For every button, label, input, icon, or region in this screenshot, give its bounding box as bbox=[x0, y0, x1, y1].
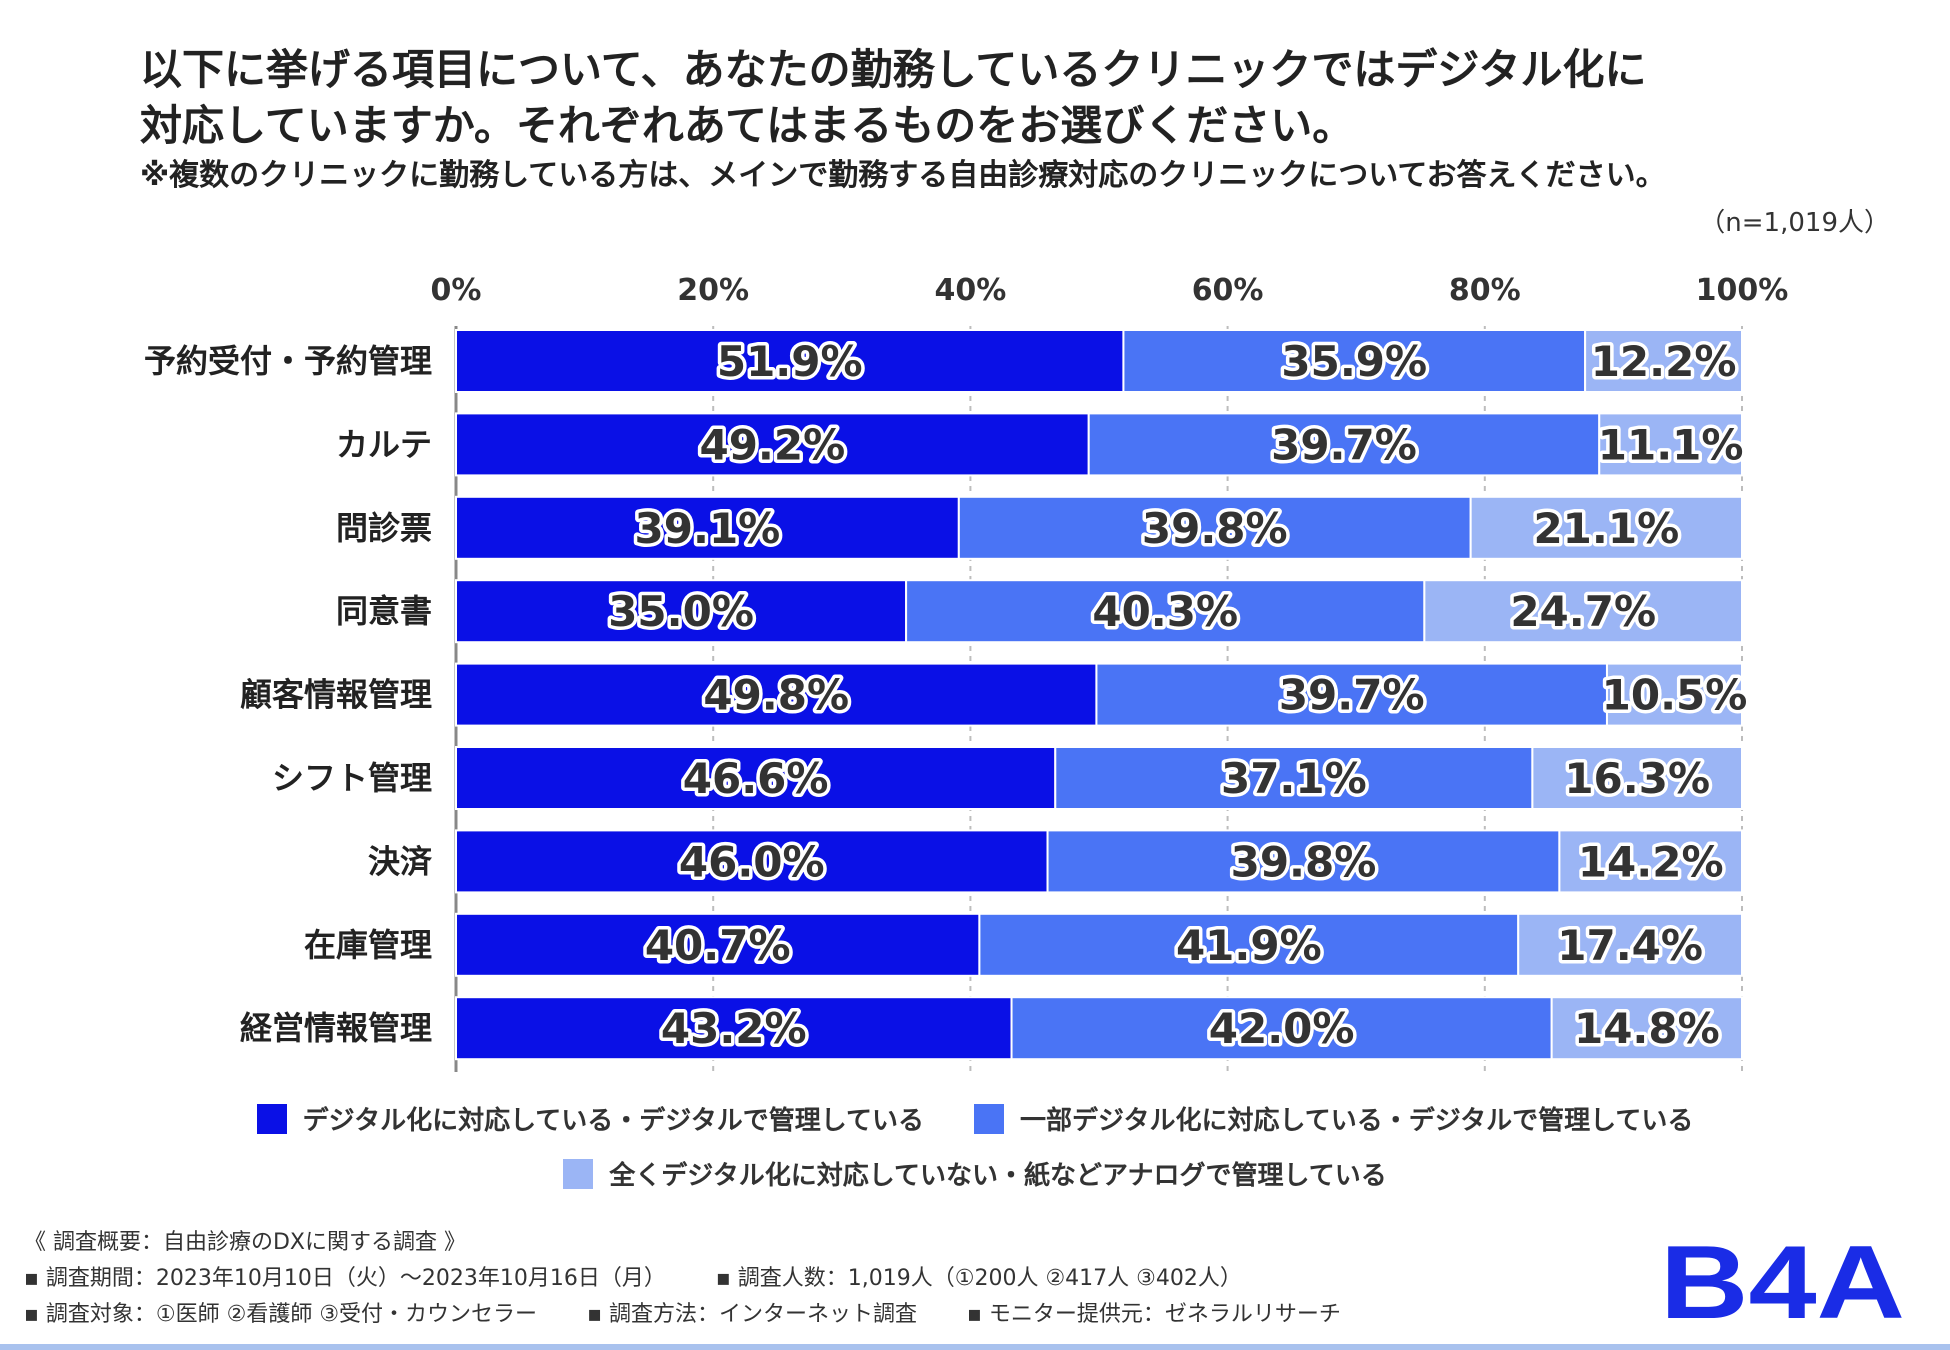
data-label: 43.2% bbox=[661, 1004, 807, 1053]
bar-segment bbox=[455, 912, 981, 977]
category-label: シフト管理 bbox=[272, 759, 432, 797]
chart-subtitle: ※複数のクリニックに勤務している方は、メインで勤務する自由診療対応のクリニックに… bbox=[140, 158, 1666, 193]
data-label: 46.6% bbox=[683, 754, 829, 803]
legend-row-2: 全くデジタル化に対応していない・紙などアナログで管理している bbox=[0, 1155, 1950, 1192]
legend-label-analog: 全くデジタル化に対応していない・紙などアナログで管理している bbox=[609, 1161, 1387, 1191]
bar-segment bbox=[1122, 329, 1587, 393]
category-label: 同意書 bbox=[336, 592, 432, 630]
b4a-logo: B4A bbox=[1660, 1230, 1905, 1330]
title-line-2: 対応していますか。それぞれあてはまるものをお選びください。 bbox=[140, 101, 1355, 150]
category-label: カルテ bbox=[336, 425, 432, 463]
bar-segment bbox=[1598, 412, 1744, 477]
title-line-1: 以下に挙げる項目について、あなたの勤務しているクリニックではデジタル化に bbox=[140, 45, 1647, 94]
data-label: 46.0% bbox=[679, 837, 825, 886]
data-label: 39.8% bbox=[1142, 504, 1288, 553]
survey-period: ▪ 調査期間：2023年10月10日（火）～2023年10月16日（月） bbox=[24, 1266, 666, 1291]
category-label: 予約受付・予約管理 bbox=[144, 342, 432, 380]
data-label: 41.9% bbox=[1176, 921, 1322, 970]
data-label: 40.7% bbox=[645, 921, 791, 970]
data-label: 40.3% bbox=[1092, 587, 1238, 636]
data-label: 16.3% bbox=[1564, 754, 1710, 803]
legend-item-digital: デジタル化に対応している・デジタルで管理している bbox=[256, 1100, 924, 1137]
bar-segment bbox=[455, 996, 1013, 1061]
sample-size-note: （n=1,019人） bbox=[1699, 208, 1890, 238]
x-tick-label: 0% bbox=[431, 273, 482, 308]
survey-provider: ▪ モニター提供元：ゼネラルリサーチ bbox=[966, 1302, 1341, 1327]
data-label: 14.2% bbox=[1578, 837, 1724, 886]
data-label: 39.7% bbox=[1279, 671, 1425, 720]
stacked-bar-chart: 0% 20% 40% 60% 80% 100% 予約受付・予約管理 51.9% 35.9% 12.… bbox=[144, 273, 1789, 1072]
data-label: 39.8% bbox=[1231, 837, 1377, 886]
data-label: 37.1% bbox=[1221, 754, 1367, 803]
bar-segment bbox=[957, 495, 1472, 560]
bar-segment bbox=[455, 829, 1049, 894]
legend-label-partial: 一部デジタル化に対応している・デジタルで管理している bbox=[1020, 1106, 1694, 1136]
data-label: 42.0% bbox=[1209, 1004, 1355, 1053]
bar-segment bbox=[1054, 746, 1534, 810]
legend-swatch-partial bbox=[974, 1103, 1004, 1134]
bar-segment bbox=[455, 662, 1098, 727]
legend-item-partial: 一部デジタル化に対応している・デジタルで管理している bbox=[974, 1100, 1693, 1137]
data-label: 35.9% bbox=[1281, 337, 1427, 386]
data-label: 11.1% bbox=[1598, 420, 1744, 469]
bar-segment bbox=[1605, 662, 1743, 727]
data-label: 24.7% bbox=[1510, 587, 1656, 636]
logo-text: B4A bbox=[1660, 1230, 1905, 1330]
data-label: 49.8% bbox=[703, 671, 849, 720]
category-label: 経営情報管理 bbox=[240, 1009, 432, 1047]
bar-segment bbox=[1550, 996, 1743, 1061]
bar-segment bbox=[1010, 996, 1553, 1061]
x-tick-label: 20% bbox=[677, 273, 749, 308]
data-label: 51.9% bbox=[717, 337, 863, 386]
chart-title: 以下に挙げる項目について、あなたの勤務しているクリニックではデジタル化に 対応し… bbox=[140, 42, 1647, 154]
legend-swatch-digital bbox=[256, 1103, 287, 1134]
bottom-rule bbox=[0, 1344, 1950, 1350]
survey-respondents: ▪ 調査人数：1,019人（①200人 ②417人 ③402人） bbox=[715, 1266, 1242, 1291]
bar-segment bbox=[455, 579, 908, 644]
survey-target: ▪ 調査対象：①医師 ②看護師 ③受付・カウンセラー bbox=[24, 1302, 538, 1327]
chart-legend: デジタル化に対応している・デジタルで管理している 一部デジタル化に対応している・… bbox=[0, 1100, 1950, 1210]
bar-segment bbox=[1584, 329, 1744, 393]
category-label: 決済 bbox=[368, 842, 433, 880]
bar-segment bbox=[1469, 495, 1744, 560]
bar-segment bbox=[1095, 662, 1608, 727]
survey-method: ▪ 調査方法：インターネット調査 bbox=[587, 1302, 917, 1327]
bar-segment bbox=[978, 912, 1520, 977]
bar-segment bbox=[455, 412, 1090, 477]
x-tick-label: 80% bbox=[1449, 273, 1521, 308]
x-tick-label: 60% bbox=[1192, 273, 1264, 308]
survey-heading: 《 調査概要：自由診療のDXに関する調査 》 bbox=[24, 1230, 466, 1255]
x-tick-label: 40% bbox=[934, 273, 1006, 308]
data-label: 14.8% bbox=[1574, 1004, 1720, 1053]
bar-segment bbox=[1046, 829, 1561, 894]
data-label: 39.1% bbox=[635, 504, 781, 553]
x-tick-label: 100% bbox=[1696, 273, 1789, 308]
bar-segment bbox=[1558, 829, 1743, 894]
legend-row-1: デジタル化に対応している・デジタルで管理している 一部デジタル化に対応している・… bbox=[0, 1100, 1950, 1137]
data-label: 35.0% bbox=[608, 587, 754, 636]
legend-item-analog: 全くデジタル化に対応していない・紙などアナログで管理している bbox=[563, 1155, 1387, 1192]
data-label: 17.4% bbox=[1557, 921, 1703, 970]
data-label: 10.5% bbox=[1602, 671, 1748, 720]
data-label: 12.2% bbox=[1591, 337, 1737, 386]
data-label: 49.2% bbox=[699, 420, 845, 469]
category-label: 問診票 bbox=[336, 509, 432, 547]
legend-swatch-analog bbox=[563, 1158, 594, 1189]
bar-segment bbox=[455, 746, 1057, 810]
bar-segment bbox=[1423, 579, 1744, 644]
category-label: 在庫管理 bbox=[304, 926, 432, 964]
survey-summary: 《 調査概要：自由診療のDXに関する調査 》 ▪ 調査期間：2023年10月10… bbox=[24, 1225, 1341, 1333]
legend-label-digital: デジタル化に対応している・デジタルで管理している bbox=[302, 1106, 924, 1136]
bar-segment bbox=[1517, 912, 1743, 977]
category-label: 顧客情報管理 bbox=[240, 676, 432, 714]
bar-segment bbox=[1531, 746, 1743, 810]
data-label: 21.1% bbox=[1533, 504, 1679, 553]
data-label: 39.7% bbox=[1271, 420, 1417, 469]
